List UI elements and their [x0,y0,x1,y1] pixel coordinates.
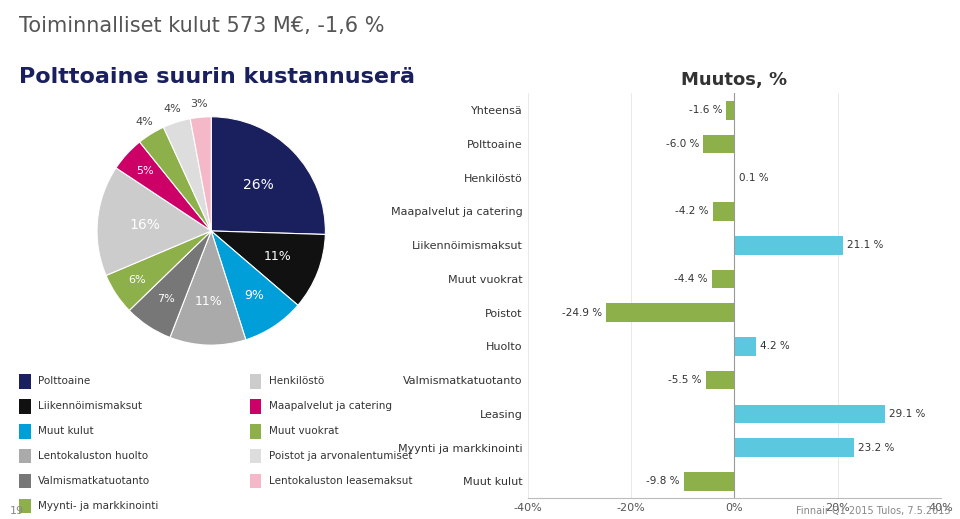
Bar [711,270,734,288]
Bar [734,236,843,254]
Text: Lentokaluston huolto: Lentokaluston huolto [38,451,149,461]
Text: Henkilöstö: Henkilöstö [269,376,324,387]
Text: Poistot ja arvonalentumiset: Poistot ja arvonalentumiset [269,451,412,461]
Text: -24.9 %: -24.9 % [562,308,602,318]
Text: 16%: 16% [130,218,160,232]
Text: Toiminnalliset kulut 573 M€, -1,6 %: Toiminnalliset kulut 573 M€, -1,6 % [19,16,385,36]
Text: -9.8 %: -9.8 % [646,476,680,486]
Text: Maapalvelut ja catering: Maapalvelut ja catering [269,401,392,412]
Wedge shape [130,231,211,337]
Text: 11%: 11% [195,295,223,308]
Bar [726,101,734,119]
Text: Liikennöimismaksut: Liikennöimismaksut [38,401,142,412]
Text: -5.5 %: -5.5 % [668,375,702,385]
Text: -1.6 %: -1.6 % [688,105,722,115]
Text: 5%: 5% [136,166,155,176]
Text: Finnair Q1 2015 Tulos, 7.5.2015: Finnair Q1 2015 Tulos, 7.5.2015 [796,507,950,516]
Wedge shape [116,142,211,231]
Text: 19: 19 [10,507,24,516]
Text: -4.2 %: -4.2 % [675,207,708,216]
Wedge shape [139,127,211,231]
Text: 23.2 %: 23.2 % [858,443,895,453]
Text: Polttoaine suurin kustannuserä: Polttoaine suurin kustannuserä [19,67,415,88]
Text: 26%: 26% [244,178,275,192]
Text: 3%: 3% [191,99,208,108]
Text: Muut kulut: Muut kulut [38,426,94,436]
Text: 0.1 %: 0.1 % [739,173,769,183]
Text: Lentokaluston leasemaksut: Lentokaluston leasemaksut [269,476,412,486]
Text: Muut vuokrat: Muut vuokrat [269,426,339,436]
Bar [706,371,734,389]
Wedge shape [163,119,211,231]
Wedge shape [211,231,325,305]
Title: Muutos, %: Muutos, % [682,71,787,89]
Bar [684,472,734,490]
Text: 21.1 %: 21.1 % [848,240,884,250]
Text: 6%: 6% [128,275,146,285]
Text: 11%: 11% [263,250,291,263]
Text: 29.1 %: 29.1 % [889,409,925,419]
Text: 4%: 4% [163,104,181,114]
Text: Myynti- ja markkinointi: Myynti- ja markkinointi [38,501,158,511]
Bar [734,439,854,457]
Text: Valmismatkatuotanto: Valmismatkatuotanto [38,476,151,486]
Wedge shape [190,117,211,231]
Wedge shape [211,117,325,235]
Text: 9%: 9% [244,289,264,302]
Wedge shape [211,231,298,340]
Text: -4.4 %: -4.4 % [674,274,708,284]
Text: -6.0 %: -6.0 % [666,139,699,149]
Bar [712,202,734,221]
Bar [734,337,756,356]
Text: 7%: 7% [156,294,175,305]
Text: Polttoaine: Polttoaine [38,376,90,387]
Bar [734,405,884,423]
Wedge shape [170,231,246,345]
Bar [606,304,734,322]
Wedge shape [97,168,211,276]
Text: 4%: 4% [135,117,153,127]
Bar [704,135,734,153]
Text: 4.2 %: 4.2 % [760,342,790,351]
Wedge shape [106,231,211,310]
